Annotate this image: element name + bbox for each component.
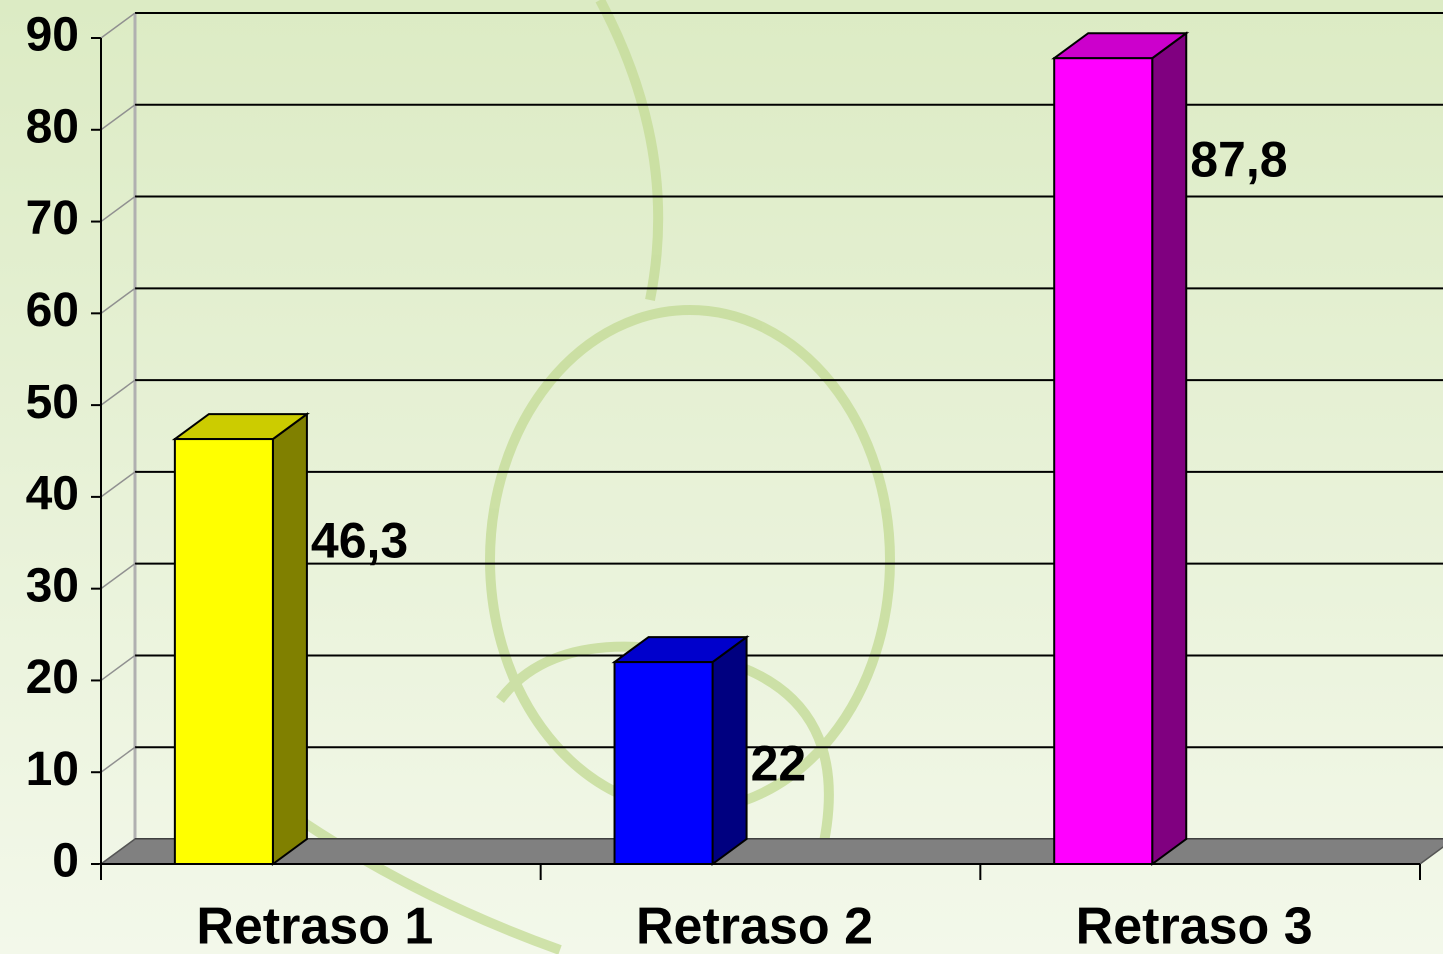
bar-side [713, 637, 747, 864]
y-tick-label: 30 [26, 559, 79, 612]
y-tick-label: 90 [26, 9, 79, 62]
bar [615, 662, 713, 864]
chart: 0 10 20 30 40 50 60 70 80 90 46,3 Retraso 1 22 Retras… [0, 0, 1443, 954]
y-tick-label: 40 [26, 468, 79, 521]
bar-side [273, 414, 307, 864]
x-tick-label: Retraso 2 [636, 898, 873, 954]
y-tick-label: 70 [26, 192, 79, 245]
bar-side [1152, 33, 1186, 864]
y-tick-label: 50 [26, 376, 79, 429]
y-tick-label: 10 [26, 743, 79, 796]
y-tick-label: 0 [52, 835, 79, 888]
y-tick-label: 20 [26, 651, 79, 704]
bar [175, 439, 273, 864]
value-label: 87,8 [1190, 131, 1287, 187]
bar [1054, 58, 1152, 864]
page: {"chart_data": {"type": "bar3d", "catego… [0, 0, 1443, 954]
x-tick-label: Retraso 1 [196, 898, 433, 954]
x-tick-label: Retraso 3 [1076, 898, 1313, 954]
value-label: 46,3 [311, 512, 408, 568]
value-label: 22 [751, 735, 807, 791]
y-tick-label: 80 [26, 100, 79, 153]
y-tick-label: 60 [26, 284, 79, 337]
